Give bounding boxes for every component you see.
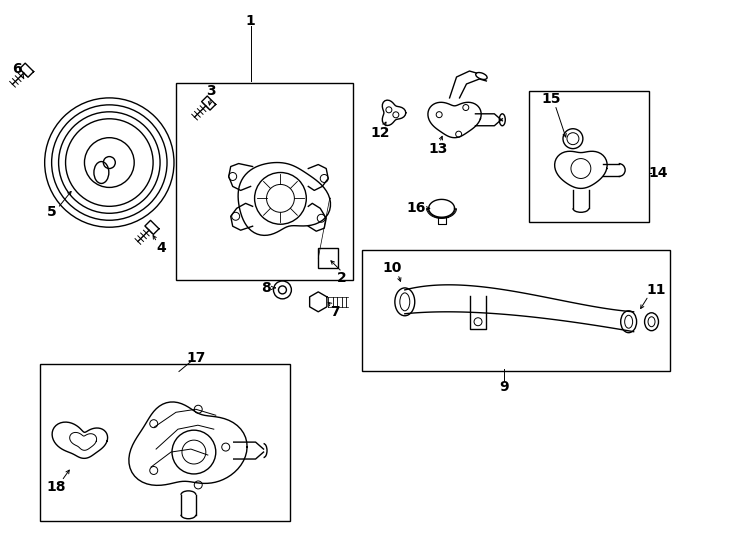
- Text: 13: 13: [428, 141, 447, 156]
- Bar: [176, 83, 353, 280]
- Text: 15: 15: [541, 92, 561, 106]
- Bar: [319, 248, 338, 268]
- Text: 1: 1: [246, 14, 255, 28]
- Text: 16: 16: [406, 201, 426, 215]
- Text: 4: 4: [156, 241, 166, 255]
- Text: 11: 11: [647, 283, 666, 297]
- Text: 8: 8: [261, 281, 270, 295]
- Text: 10: 10: [382, 261, 401, 275]
- Bar: [362, 250, 670, 372]
- Text: 7: 7: [330, 305, 340, 319]
- Text: 14: 14: [649, 165, 668, 179]
- Text: 2: 2: [337, 271, 347, 285]
- Text: 17: 17: [186, 350, 206, 365]
- Text: 6: 6: [12, 62, 21, 76]
- Text: 5: 5: [47, 205, 57, 219]
- Bar: [529, 91, 649, 222]
- Text: 12: 12: [370, 126, 390, 140]
- Bar: [40, 363, 291, 521]
- Text: 18: 18: [47, 480, 66, 494]
- Text: 9: 9: [499, 380, 509, 394]
- Text: 3: 3: [206, 84, 216, 98]
